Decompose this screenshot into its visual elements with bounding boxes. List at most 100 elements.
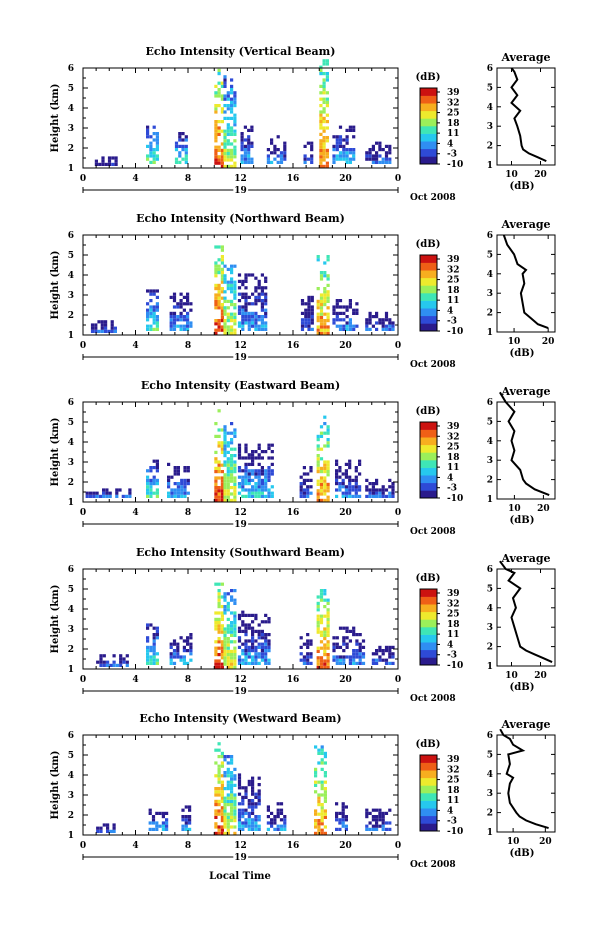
echo-cell xyxy=(316,627,320,631)
echo-cell xyxy=(335,482,339,486)
echo-cell xyxy=(257,488,261,492)
echo-cell xyxy=(230,319,234,323)
echo-cell xyxy=(267,617,271,621)
echo-cell xyxy=(179,302,183,306)
echo-cell xyxy=(332,160,336,164)
colorbar-swatch xyxy=(420,452,437,461)
echo-cell xyxy=(181,808,185,812)
echo-cell xyxy=(174,141,179,145)
average-x-tick-label: 10 xyxy=(505,170,518,180)
echo-cell xyxy=(241,613,245,617)
echo-cell xyxy=(115,488,119,492)
echo-cell xyxy=(217,621,221,625)
colorbar-swatch xyxy=(420,126,437,134)
echo-cell xyxy=(332,154,336,158)
echo-cell xyxy=(241,629,245,633)
echo-cell xyxy=(302,482,306,486)
echo-cell xyxy=(230,799,234,803)
echo-cell xyxy=(378,491,382,495)
echo-cell xyxy=(214,482,218,486)
echo-cell xyxy=(378,658,382,662)
echo-cell xyxy=(243,144,247,148)
echo-cell xyxy=(186,327,190,331)
echo-cell xyxy=(345,315,349,319)
colorbar-tick-label: -3 xyxy=(447,317,457,327)
echo-cell xyxy=(371,482,375,486)
echo-cell xyxy=(358,661,362,665)
echo-cell xyxy=(326,643,330,647)
average-y-tick-label: 1 xyxy=(487,662,493,672)
echo-cell xyxy=(217,463,221,467)
echo-cell xyxy=(230,129,234,133)
echo-cell xyxy=(233,492,237,496)
echo-cell xyxy=(188,821,192,825)
echo-cell xyxy=(155,661,159,665)
echo-cell xyxy=(322,142,326,146)
echo-cell xyxy=(217,790,221,794)
echo-cell xyxy=(319,425,324,429)
echo-cell xyxy=(233,463,237,467)
echo-cell xyxy=(375,815,379,819)
echo-cell xyxy=(320,783,324,787)
echo-cell xyxy=(338,125,343,129)
echo-cell xyxy=(217,148,221,152)
echo-cell xyxy=(257,453,261,457)
echo-cell xyxy=(338,818,342,822)
date-label: Oct 2008 xyxy=(410,193,456,203)
echo-cell xyxy=(391,655,395,659)
echo-cell xyxy=(220,84,224,88)
echo-cell xyxy=(351,478,355,482)
echo-cell xyxy=(279,160,284,164)
echo-cell xyxy=(149,311,153,315)
echo-cell xyxy=(233,155,237,159)
echo-cell xyxy=(388,649,392,653)
echo-cell xyxy=(217,793,221,797)
echo-cell xyxy=(352,649,356,653)
echo-cell xyxy=(220,450,224,454)
echo-cell xyxy=(319,466,324,470)
echo-cell xyxy=(230,299,234,303)
echo-cell xyxy=(226,630,230,634)
echo-cell xyxy=(326,438,330,442)
echo-cell xyxy=(332,655,336,659)
echo-cell xyxy=(226,107,230,111)
echo-cell xyxy=(247,453,251,457)
echo-cell xyxy=(241,786,245,790)
echo-cell xyxy=(179,305,183,309)
echo-cell xyxy=(155,636,159,640)
echo-cell xyxy=(257,327,261,331)
echo-cell xyxy=(151,818,156,822)
echo-cell xyxy=(233,803,237,807)
echo-cell xyxy=(326,444,330,448)
echo-cell xyxy=(146,289,150,293)
average-frame xyxy=(496,734,556,833)
echo-cell xyxy=(226,267,230,271)
echo-cell xyxy=(241,642,245,646)
echo-cell xyxy=(257,485,261,489)
echo-cell xyxy=(237,629,242,633)
echo-cell xyxy=(302,642,306,646)
echo-cell xyxy=(378,141,382,145)
echo-cell xyxy=(146,315,150,319)
echo-cell xyxy=(233,653,237,657)
echo-cell xyxy=(335,661,339,665)
echo-cell xyxy=(316,444,320,448)
echo-cell xyxy=(226,803,230,807)
echo-cell xyxy=(172,299,177,303)
average-y-tick-label: 3 xyxy=(487,456,493,466)
echo-cell xyxy=(341,818,345,822)
x-tick-label: 0 xyxy=(80,174,86,184)
echo-cell xyxy=(182,655,186,659)
echo-cell xyxy=(254,302,258,306)
echo-cell xyxy=(181,144,185,148)
echo-cell xyxy=(233,148,237,152)
echo-cell xyxy=(323,492,327,496)
echo-cell xyxy=(230,126,234,130)
echo-cell xyxy=(214,815,218,819)
echo-cell xyxy=(270,462,274,466)
echo-cell xyxy=(247,649,251,653)
echo-cell xyxy=(226,328,230,332)
colorbar-tick-label: 39 xyxy=(447,255,460,265)
echo-cell xyxy=(223,595,227,599)
echo-cell xyxy=(107,329,111,333)
